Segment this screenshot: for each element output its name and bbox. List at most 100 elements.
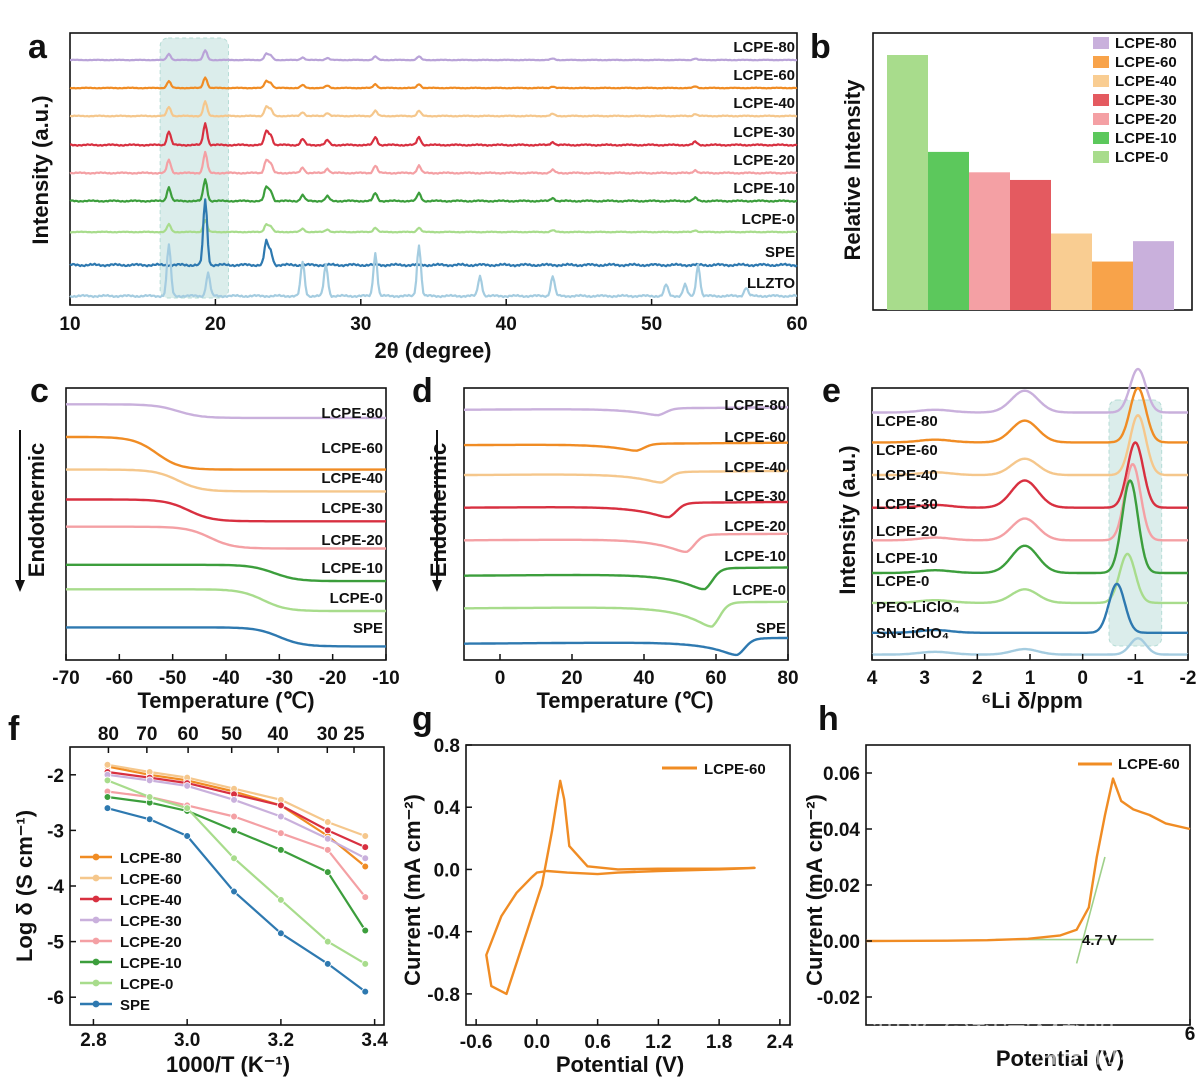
panel-f-legend-marker — [92, 895, 100, 903]
panel-c-x-tick-label: -30 — [266, 668, 293, 689]
panel-f-point-lcpe-30 — [230, 796, 238, 804]
panel-f-legend-marker — [92, 916, 100, 924]
panel-b-bar-lcpe-80 — [1133, 241, 1174, 310]
panel-c-x-tick-label: -20 — [319, 668, 346, 689]
panel-e-label-peo-liclo-: PEO-LiClO₄ — [876, 599, 960, 616]
panel-c-x-tick-label: -50 — [159, 668, 186, 689]
panel-g-x-tick-label: 0.0 — [524, 1032, 550, 1053]
panel-f-x-tick-label: 3.0 — [174, 1030, 200, 1051]
panel-f-legend-marker — [92, 979, 100, 987]
panel-letter-b: b — [810, 28, 831, 66]
panel-letter-c: c — [30, 372, 49, 410]
panel-f-point-lcpe-10 — [277, 846, 285, 854]
panel-d-series-lcpe-60 — [464, 441, 788, 452]
panel-b-legend-lcpe-40: LCPE-40 — [1115, 73, 1177, 90]
panel-f-point-lcpe-40 — [361, 843, 370, 851]
panel-c-label-lcpe-80: LCPE-80 — [321, 405, 383, 422]
panel-f-point-lcpe-60 — [361, 832, 370, 840]
panel-letter-d: d — [412, 372, 433, 410]
panel-e-series-lcpe-0 — [871, 552, 1189, 605]
panel-f-point-lcpe-20 — [323, 846, 332, 854]
panel-b-bar-lcpe-20 — [969, 172, 1010, 310]
panel-b-ylabel: Relative Intensity — [840, 79, 865, 261]
panel-h-y-tick-label: 0.00 — [823, 932, 860, 953]
panel-f-point-lcpe-30 — [323, 834, 332, 843]
panel-f-point-lcpe-40 — [323, 826, 332, 835]
panel-c-label-spe: SPE — [353, 620, 383, 637]
panel-g-xlabel: Potential (V) — [556, 1052, 684, 1077]
panel-f-legend-marker — [92, 874, 100, 882]
panel-c-label-lcpe-20: LCPE-20 — [321, 532, 383, 549]
panel-f-point-lcpe-30 — [277, 812, 285, 821]
panel-a-label-lcpe-10: LCPE-10 — [733, 180, 795, 197]
panel-a-label-lcpe-60: LCPE-60 — [733, 67, 795, 84]
panel-d-x-tick-label: 80 — [777, 668, 798, 689]
panel-c-label-lcpe-40: LCPE-40 — [321, 470, 383, 487]
panel-d-x-tick-label: 40 — [633, 668, 654, 689]
panel-a-series-lcpe-60 — [69, 76, 798, 90]
panel-a-label-lcpe-30: LCPE-30 — [733, 124, 795, 141]
panel-f-top-tick-label: 60 — [178, 724, 199, 745]
panel-d-label-lcpe-60: LCPE-60 — [724, 429, 786, 446]
panel-a-ylabel: Intensity (a.u.) — [28, 95, 53, 244]
panel-c-ylabel: Endothermic — [24, 443, 49, 577]
panel-g-y-tick-label: 0.8 — [434, 736, 460, 757]
panel-d-ylabel: Endothermic — [426, 443, 451, 577]
panel-h-onset-tangent — [1075, 856, 1106, 964]
panel-f-x-tick-label: 3.2 — [268, 1030, 294, 1051]
panel-e-x-tick-label: -2 — [1180, 668, 1197, 689]
panel-d-label-lcpe-10: LCPE-10 — [724, 548, 786, 565]
panel-h-annotation: 4.7 V — [1082, 932, 1117, 949]
panel-g-series-lcpe-60 — [485, 779, 756, 996]
panel-h-y-tick-label: -0.02 — [817, 988, 860, 1009]
panel-d-label-lcpe-40: LCPE-40 — [724, 459, 786, 476]
panel-f-y-tick-label: -5 — [47, 933, 64, 954]
panel-f-point-spe — [145, 815, 154, 824]
panel-e-highlight-region — [1108, 399, 1163, 647]
panel-g-frame — [465, 744, 791, 1026]
panel-f-legend-marker — [92, 958, 100, 966]
panel-d-label-lcpe-20: LCPE-20 — [724, 518, 786, 535]
panel-g-x-tick-label: 1.8 — [706, 1032, 732, 1053]
panel-a-label-llzto: LLZTO — [747, 275, 795, 292]
panel-c-series-lcpe-80 — [66, 403, 386, 420]
panel-c-series-spe — [66, 626, 386, 648]
panel-c-arrowhead — [15, 580, 25, 592]
panel-c-label-lcpe-60: LCPE-60 — [321, 440, 383, 457]
panel-h-y-tick-label: 0.02 — [823, 876, 860, 897]
panel-d-label-lcpe-80: LCPE-80 — [724, 397, 786, 414]
panel-f-y-tick-label: -2 — [47, 766, 64, 787]
panel-g-x-tick-label: 2.4 — [767, 1032, 794, 1053]
panel-a-x-tick-label: 60 — [786, 314, 807, 335]
panel-e-series-lcpe-60 — [871, 386, 1189, 444]
panel-e-x-tick-label: 4 — [867, 668, 878, 689]
panel-b-legend-swatch — [1093, 113, 1109, 125]
panel-f-x-tick-label: 3.4 — [361, 1030, 388, 1051]
panel-f-point-lcpe-40 — [277, 801, 285, 810]
panel-e-series-lcpe-10 — [871, 479, 1189, 575]
panel-f-point-lcpe-0 — [230, 854, 238, 862]
panel-d-frame — [463, 387, 789, 661]
panel-a-series-lcpe-20 — [69, 150, 798, 175]
panel-f-point-lcpe-20 — [230, 812, 238, 821]
panel-g-x-tick-label: 1.2 — [645, 1032, 671, 1053]
panel-a-label-lcpe-20: LCPE-20 — [733, 152, 795, 169]
panel-b-bar-lcpe-40 — [1051, 233, 1092, 310]
panel-e-label-lcpe-20: LCPE-20 — [876, 523, 938, 540]
panel-e-series-peo-liclo- — [871, 582, 1189, 634]
panel-e-label-lcpe-10: LCPE-10 — [876, 550, 938, 567]
panel-f-top-tick-label: 25 — [343, 724, 365, 745]
panel-e-label-lcpe-80: LCPE-80 — [876, 413, 938, 430]
panel-f-y-tick-label: -4 — [47, 877, 64, 898]
panel-g-y-tick-label: -0.8 — [427, 985, 460, 1006]
panel-h-xlabel: Potential (V) — [996, 1046, 1124, 1071]
panel-a-x-tick-label: 20 — [205, 314, 226, 335]
panel-c-x-tick-label: -10 — [372, 668, 399, 689]
panel-d-xlabel: Temperature (℃) — [536, 688, 713, 713]
panel-f-point-lcpe-0 — [277, 896, 285, 904]
panel-c-series-lcpe-40 — [66, 468, 386, 493]
panel-e-xlabel: ⁶Li δ/ppm — [981, 688, 1083, 713]
panel-b-bar-lcpe-60 — [1092, 261, 1133, 310]
panel-f-ylabel: Log δ (S cm⁻¹) — [12, 810, 37, 962]
panel-f-legend-lcpe-40: LCPE-40 — [120, 892, 182, 909]
